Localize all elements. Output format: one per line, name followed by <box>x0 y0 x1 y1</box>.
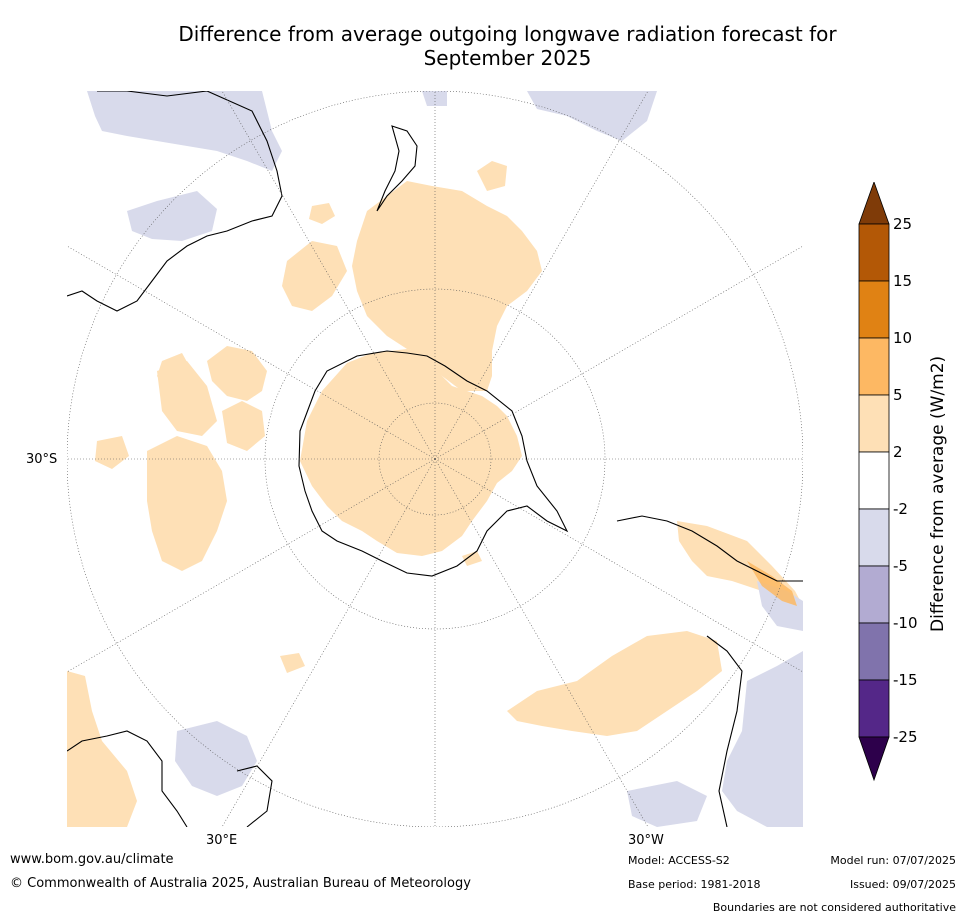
anomaly-indian-4 <box>222 401 265 451</box>
anomaly-indian-5 <box>95 436 129 469</box>
anomaly-indian-3 <box>147 436 227 571</box>
anomaly-pacific-tongue <box>352 181 542 391</box>
meridian-6 <box>434 458 649 827</box>
anomaly-nz <box>477 161 507 191</box>
colorbar-band-m10-m5 <box>858 565 890 624</box>
meridian-11 <box>434 245 803 460</box>
anomaly-small-1 <box>309 203 335 224</box>
coast-new-zealand <box>376 125 418 212</box>
meridian-9 <box>67 245 436 460</box>
colorbar-tick-m2: -2 <box>893 500 908 518</box>
colorbar-over <box>858 182 890 225</box>
longitude-label-left: 30°E <box>206 833 238 848</box>
footer-disclaimer: Boundaries are not considered authoritat… <box>712 901 956 914</box>
map-svg <box>67 91 803 827</box>
footer-model-run: Model run: 07/07/2025 <box>830 854 956 867</box>
colorbar-band-15-25 <box>858 223 890 282</box>
anomaly-small-2 <box>280 653 305 673</box>
neg-south-atlantic <box>627 781 707 827</box>
footer-base-period: Base period: 1981-2018 <box>628 878 761 891</box>
footer-copyright: © Commonwealth of Australia 2025, Austra… <box>10 876 471 891</box>
graticule-circle-1 <box>378 402 492 516</box>
anomaly-antarctica <box>300 349 522 556</box>
latitude-label: 30°S <box>26 452 58 467</box>
colorbar-band-m2-2 <box>858 451 890 510</box>
colorbar-tick-m15: -15 <box>893 671 918 689</box>
anomaly-atlantic <box>507 631 722 736</box>
longitude-label-right: 30°W <box>628 833 664 848</box>
meridian-7 <box>434 91 649 460</box>
colorbar-band-m5-m2 <box>858 508 890 567</box>
colorbar-tick-5: 5 <box>893 386 903 404</box>
coast-south-africa <box>67 730 188 827</box>
title-line-1: Difference from average outgoing longwav… <box>178 22 837 46</box>
anomaly-tasman <box>282 241 347 311</box>
colorbar-title: Difference from average (W/m2) <box>928 355 948 632</box>
colorbar-tick-15: 15 <box>893 272 913 290</box>
colorbar-band-5-10 <box>858 337 890 396</box>
neg-south-america <box>722 651 803 827</box>
colorbar-tick-25: 25 <box>893 215 913 233</box>
colorbar-band-m15-m10 <box>858 622 890 681</box>
colorbar-tick-m25: -25 <box>893 728 918 746</box>
neg-indonesia <box>87 91 282 171</box>
anomaly-south-africa-coast <box>67 671 137 827</box>
colorbar-tick-10: 10 <box>893 329 913 347</box>
neg-pacific-northeast <box>527 91 657 141</box>
coast-madagascar <box>236 765 273 827</box>
chart-title: Difference from average outgoing longwav… <box>60 22 955 70</box>
footer-issued: Issued: 09/07/2025 <box>849 878 956 891</box>
neg-australia-north <box>127 191 217 241</box>
anomaly-indian-1 <box>207 346 267 401</box>
coastlines <box>67 91 803 827</box>
colorbar-tick-2: 2 <box>893 443 903 461</box>
colorbar-under <box>858 736 890 782</box>
coast-australia <box>67 91 283 312</box>
meridian-12 <box>67 458 436 673</box>
meridian-5 <box>221 91 436 460</box>
neg-patagonia <box>757 581 803 631</box>
colorbar-tick-m5: -5 <box>893 557 908 575</box>
footer-model: Model: ACCESS-S2 <box>628 854 730 867</box>
graticule <box>67 91 803 827</box>
colorbar-band-2-5 <box>858 394 890 453</box>
colorbar-band-10-15 <box>858 280 890 339</box>
colorbar <box>858 182 890 782</box>
coast-south-america <box>616 515 803 827</box>
anomaly-small-3 <box>462 551 482 566</box>
title-line-2: September 2025 <box>423 46 592 70</box>
meridian-10 <box>434 458 803 673</box>
footer-url[interactable]: www.bom.gov.au/climate <box>10 852 174 867</box>
colorbar-band-m25-m15 <box>858 679 890 738</box>
graticule-circle-2 <box>264 288 606 630</box>
neg-south-africa <box>175 721 257 796</box>
coast-antarctica <box>298 350 569 577</box>
anomaly-indian-6 <box>157 361 217 436</box>
meridian-8 <box>221 458 436 827</box>
colorbar-tick-m10: -10 <box>893 614 918 632</box>
map-panel <box>67 91 803 827</box>
neg-pacific-north <box>422 91 447 106</box>
